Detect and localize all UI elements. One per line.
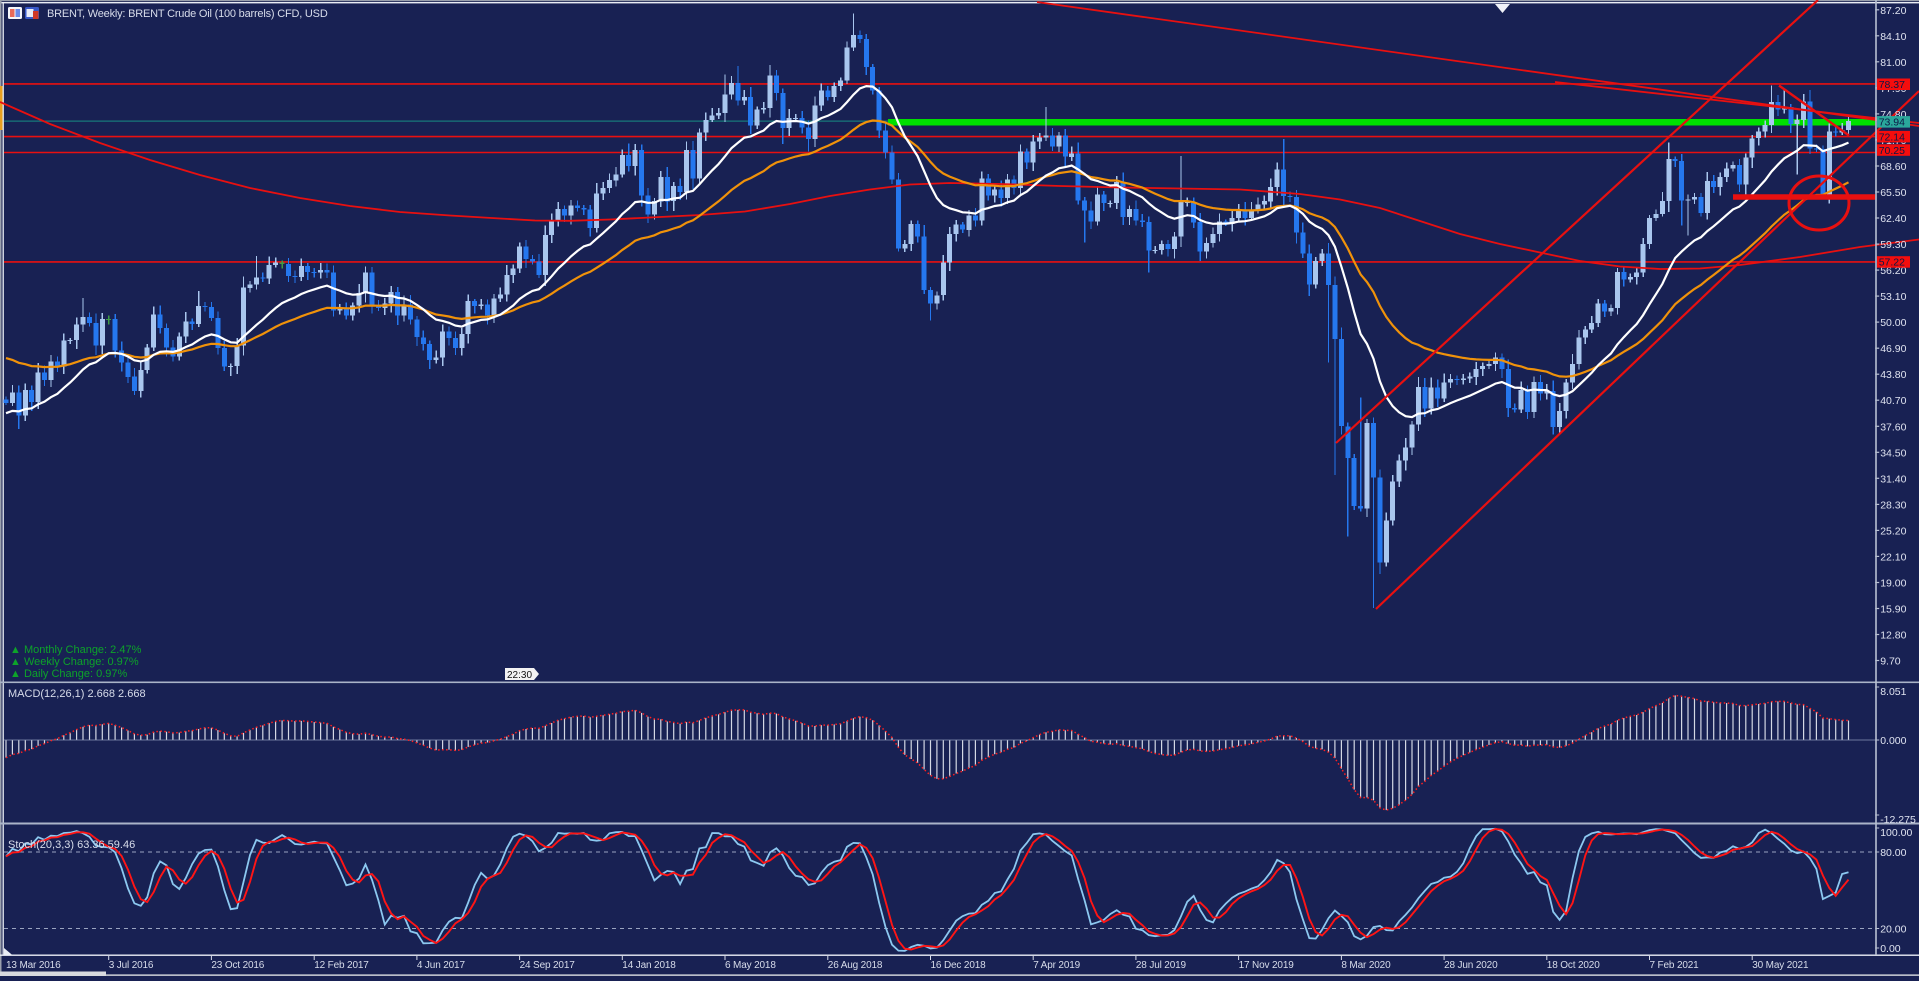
svg-text:73.94: 73.94 [1879,117,1905,129]
svg-text:72.14: 72.14 [1879,131,1905,143]
svg-text:50.00: 50.00 [1880,317,1906,329]
svg-text:Stoch(20,3,3) 63.36 59.46: Stoch(20,3,3) 63.36 59.46 [8,839,135,851]
svg-text:▲ Daily Change: 0.97%: ▲ Daily Change: 0.97% [10,668,128,680]
svg-text:15.90: 15.90 [1880,604,1906,616]
svg-text:57.22: 57.22 [1879,257,1905,269]
svg-text:53.10: 53.10 [1880,291,1906,303]
svg-text:0.00: 0.00 [1880,943,1901,955]
svg-text:4 Jun 2017: 4 Jun 2017 [417,960,466,971]
svg-text:78.37: 78.37 [1879,79,1905,91]
svg-text:-12.275: -12.275 [1880,814,1916,826]
svg-text:7 Feb 2021: 7 Feb 2021 [1650,960,1700,971]
svg-text:12 Feb 2017: 12 Feb 2017 [314,960,369,971]
svg-text:▲ Weekly Change: 0.97%: ▲ Weekly Change: 0.97% [10,656,139,668]
svg-text:6 May 2018: 6 May 2018 [725,960,776,971]
svg-text:19.00: 19.00 [1880,578,1906,590]
svg-text:22:30: 22:30 [507,670,532,681]
svg-text:3 Jul 2016: 3 Jul 2016 [109,960,154,971]
svg-text:81.00: 81.00 [1880,57,1906,69]
svg-text:▲ Monthly Change: 2.47%: ▲ Monthly Change: 2.47% [10,644,142,656]
svg-text:87.20: 87.20 [1880,5,1906,17]
svg-text:28 Jul 2019: 28 Jul 2019 [1136,960,1187,971]
svg-text:62.40: 62.40 [1880,213,1906,225]
svg-text:34.50: 34.50 [1880,447,1906,459]
svg-text:22.10: 22.10 [1880,551,1906,563]
svg-text:28.30: 28.30 [1880,499,1906,511]
svg-text:7 Apr 2019: 7 Apr 2019 [1033,960,1080,971]
svg-text:20.00: 20.00 [1880,924,1906,936]
svg-text:37.60: 37.60 [1880,421,1906,433]
svg-text:84.10: 84.10 [1880,31,1906,43]
svg-text:9.70: 9.70 [1880,656,1901,668]
svg-text:17 Nov 2019: 17 Nov 2019 [1239,960,1295,971]
svg-text:12.80: 12.80 [1880,630,1906,642]
svg-text:46.90: 46.90 [1880,343,1906,355]
svg-text:14 Jan 2018: 14 Jan 2018 [622,960,676,971]
svg-text:100.00: 100.00 [1880,827,1912,839]
svg-text:30 May 2021: 30 May 2021 [1752,960,1809,971]
svg-text:25.20: 25.20 [1880,525,1906,537]
svg-text:BRENT, Weekly: BRENT Crude Oi: BRENT, Weekly: BRENT Crude Oil (100 barr… [47,8,328,20]
svg-text:16 Dec 2018: 16 Dec 2018 [931,960,987,971]
svg-text:70.25: 70.25 [1879,145,1905,157]
svg-text:40.70: 40.70 [1880,395,1906,407]
svg-text:13 Mar 2016: 13 Mar 2016 [6,960,61,971]
svg-text:18 Oct 2020: 18 Oct 2020 [1547,960,1600,971]
svg-text:31.40: 31.40 [1880,473,1906,485]
svg-text:MACD(12,26,1) 2.668 2.668: MACD(12,26,1) 2.668 2.668 [8,688,146,700]
svg-text:8 Mar 2020: 8 Mar 2020 [1341,960,1391,971]
svg-text:65.50: 65.50 [1880,187,1906,199]
svg-text:59.30: 59.30 [1880,239,1906,251]
svg-text:56.20: 56.20 [1880,265,1906,277]
svg-text:28 Jun 2020: 28 Jun 2020 [1444,960,1498,971]
svg-text:8.051: 8.051 [1880,686,1906,698]
svg-text:26 Aug 2018: 26 Aug 2018 [828,960,883,971]
svg-text:24 Sep 2017: 24 Sep 2017 [520,960,576,971]
svg-text:80.00: 80.00 [1880,847,1906,859]
svg-text:43.80: 43.80 [1880,369,1906,381]
svg-text:23 Oct 2016: 23 Oct 2016 [211,960,264,971]
svg-text:0.000: 0.000 [1880,735,1906,747]
svg-text:68.60: 68.60 [1880,161,1906,173]
